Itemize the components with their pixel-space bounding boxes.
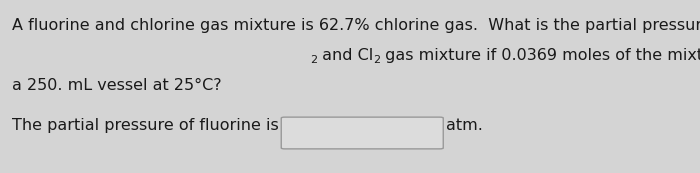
Text: The partial pressure of fluorine is: The partial pressure of fluorine is — [12, 118, 279, 133]
Text: a 250. mL vessel at 25°C?: a 250. mL vessel at 25°C? — [12, 78, 222, 93]
Text: A fluorine and chlorine gas mixture is 62.7% chlorine gas.  What is the partial : A fluorine and chlorine gas mixture is 6… — [12, 18, 700, 33]
Text: 2: 2 — [309, 55, 317, 65]
FancyBboxPatch shape — [281, 117, 443, 149]
Text: 2: 2 — [373, 55, 380, 65]
Text: and Cl: and Cl — [317, 48, 373, 63]
Text: atm.: atm. — [446, 118, 482, 133]
Text: gas mixture if 0.0369 moles of the mixture are in: gas mixture if 0.0369 moles of the mixtu… — [380, 48, 700, 63]
